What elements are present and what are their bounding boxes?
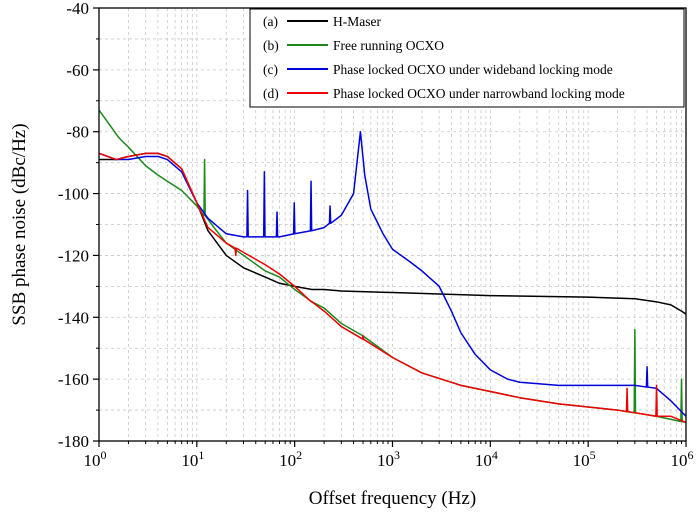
- x-tick-label: 101: [181, 448, 204, 470]
- series-group-c: [99, 130, 686, 417]
- x-tick-label: 102: [279, 448, 302, 470]
- legend-tag: (a): [263, 14, 278, 29]
- legend-label: H-Maser: [333, 14, 381, 29]
- y-tick-label: -140: [58, 308, 89, 327]
- legend-tag: (d): [263, 86, 279, 101]
- y-tick-label: -180: [58, 432, 89, 451]
- x-tick-label: 106: [671, 448, 694, 470]
- legend-label: Phase locked OCXO under narrowband locki…: [333, 86, 625, 101]
- series-line-d: [99, 152, 686, 424]
- series-group-d: [99, 152, 686, 424]
- x-tick-label: 100: [84, 448, 107, 470]
- y-axis-title: SSB phase noise (dBc/Hz): [9, 123, 30, 325]
- y-tick-label: -60: [66, 61, 89, 80]
- y-tick-label: -100: [58, 185, 89, 204]
- series-line-c: [99, 130, 686, 417]
- x-tick-label: 104: [475, 448, 498, 470]
- axis-ticks: 100 101 102 103 104 105 106 -40 -60 -80 -100 -120 -1…: [58, 0, 694, 470]
- y-tick-label: -120: [58, 246, 89, 265]
- x-tick-label: 103: [377, 448, 400, 470]
- y-tick-label: -80: [66, 123, 89, 142]
- series-lines: [99, 109, 686, 424]
- x-axis-title: Offset frequency (Hz): [309, 488, 476, 509]
- legend-tag: (c): [263, 62, 278, 77]
- y-tick-label: -40: [66, 0, 89, 18]
- legend-label: Phase locked OCXO under wideband locking…: [333, 62, 613, 77]
- legend-box: [249, 8, 685, 108]
- x-tick-label: 105: [573, 448, 596, 470]
- y-tick-label: -160: [58, 370, 89, 389]
- legend: (a) H-Maser (b) Free running OCXO (c) Phase l…: [249, 8, 685, 108]
- legend-label: Free running OCXO: [333, 38, 444, 53]
- legend-tag: (b): [263, 38, 279, 53]
